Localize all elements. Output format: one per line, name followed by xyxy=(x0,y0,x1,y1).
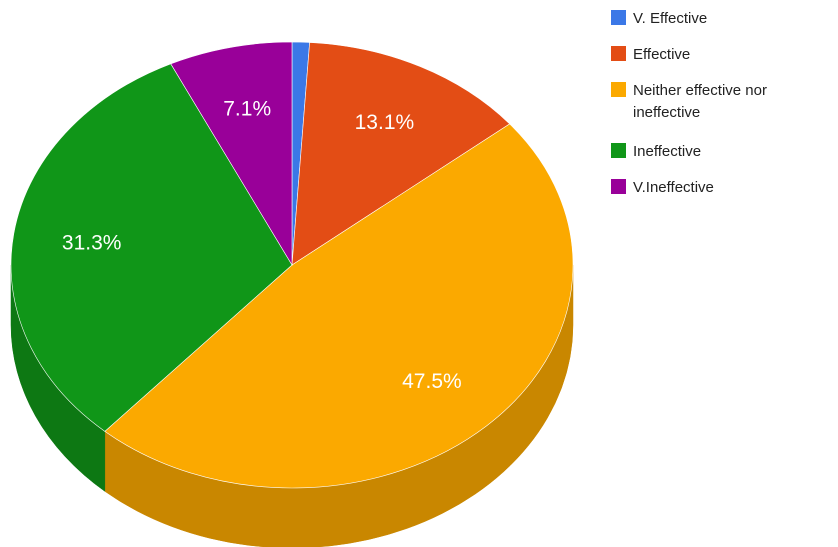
slice-label-ineffective: 31.3% xyxy=(62,231,122,254)
slice-label-effective: 13.1% xyxy=(355,111,415,134)
legend-swatch-v-ineffective xyxy=(611,179,626,194)
legend-label-v-effective: V. Effective xyxy=(633,10,707,27)
legend-label-neither-effective-nor-ineffective-line-2: ineffective xyxy=(633,104,700,121)
legend: V. Effective Effective Neither effective n… xyxy=(611,10,767,196)
slice-label-neither-effective-nor-ineffective: 47.5% xyxy=(402,370,462,393)
pie-slice-ineffective xyxy=(10,63,293,432)
legend-swatch-effective xyxy=(611,46,626,61)
legend-swatch-neither-effective-nor-ineffective xyxy=(611,82,626,97)
pie-slice-v-ineffective xyxy=(170,41,293,267)
legend-label-v-ineffective: V.Ineffective xyxy=(633,179,714,196)
legend-swatch-ineffective xyxy=(611,143,626,158)
pie-area: 13.1% 47.5% 31.3% 7.1% xyxy=(10,41,574,547)
pie-slice-effective xyxy=(291,42,511,266)
legend-label-ineffective: Ineffective xyxy=(633,143,701,160)
legend-label-effective: Effective xyxy=(633,46,690,63)
pie-slice-neither-effective-nor-ineffective xyxy=(104,123,574,489)
slice-label-v-ineffective: 7.1% xyxy=(223,97,271,120)
legend-swatch-v-effective xyxy=(611,10,626,25)
legend-label-neither-effective-nor-ineffective: Neither effective nor xyxy=(633,82,767,99)
